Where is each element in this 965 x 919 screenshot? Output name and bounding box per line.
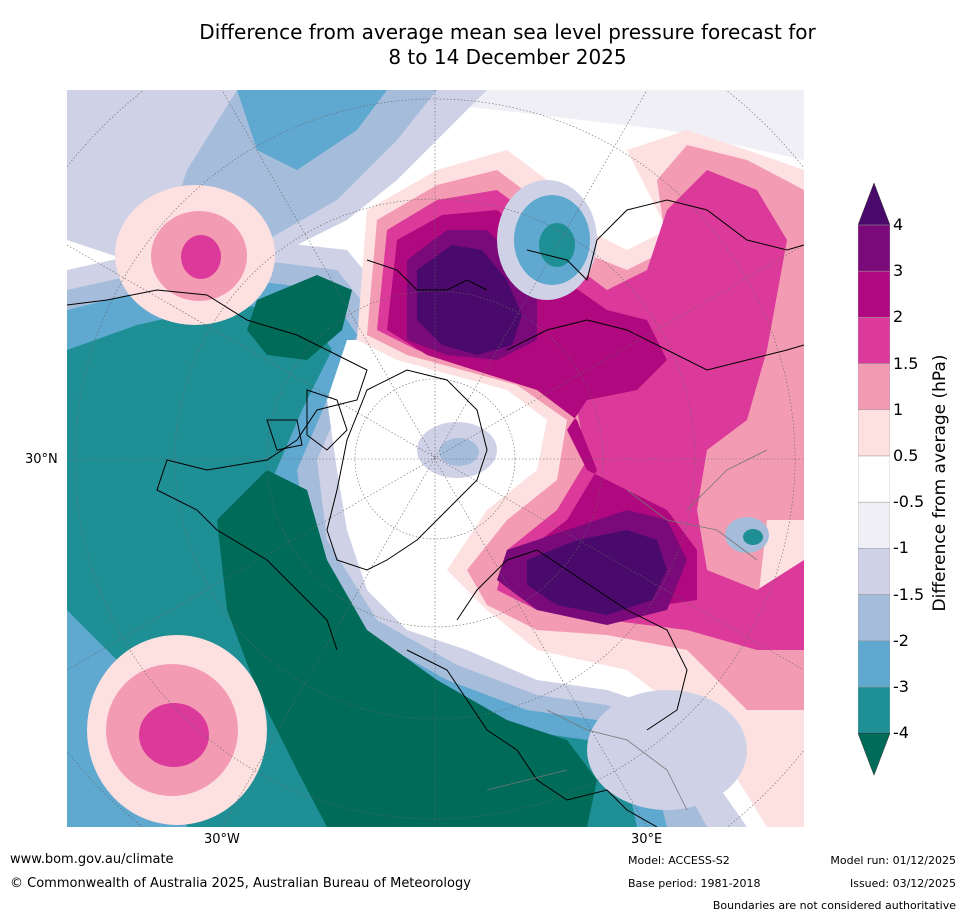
- atlantic-negative-anomaly-strong: [217, 470, 597, 827]
- anomaly-weak-negative-area: [67, 90, 804, 160]
- coastline-europe: [406, 649, 658, 827]
- colorbar-band: [857, 594, 891, 642]
- eurasian-positive-anomaly-strong: [417, 245, 522, 355]
- colorbar-band: [857, 363, 891, 411]
- coastline-greenland: [326, 369, 488, 571]
- colorbar-bands: [857, 182, 891, 776]
- anomaly-negative-area: [237, 90, 387, 170]
- near-zero-band: [327, 340, 537, 660]
- colorbar-svg: [857, 182, 891, 776]
- country-borders: [486, 449, 768, 811]
- map-svg: [67, 90, 804, 827]
- positive-anomaly-blob: [139, 703, 209, 767]
- colorbar-tick-label: 2: [893, 307, 904, 327]
- colorbar-band: [857, 409, 891, 457]
- title-line-2: 8 to 14 December 2025: [388, 45, 627, 69]
- negative-anomaly-blob: [587, 690, 747, 810]
- border-line: [486, 769, 568, 791]
- colorbar-band: [857, 548, 891, 595]
- border-line: [546, 709, 688, 811]
- colorbar-tick-label: -4: [893, 723, 909, 743]
- colorbar-band: [857, 270, 891, 318]
- coastline-siberia: [506, 319, 804, 371]
- footer-copyright: © Commonwealth of Australia 2025, Austra…: [10, 876, 471, 891]
- coastline-alaska: [366, 259, 488, 291]
- colorbar-tick-label: -1.5: [893, 584, 925, 604]
- colorbar-band: [857, 317, 891, 364]
- colorbar: [857, 182, 891, 781]
- coastline-north-america: [67, 289, 368, 651]
- colorbar-tick-label: -2: [893, 630, 909, 650]
- label-lon-30e: 30°E: [631, 832, 663, 847]
- footer-issued: Issued: 03/12/2025: [849, 877, 956, 890]
- pressure-anomaly-map: [67, 90, 804, 827]
- colorbar-label: Difference from average (hPa): [930, 354, 950, 612]
- colorbar-tick-label: 4: [893, 215, 904, 234]
- colorbar-band: [857, 455, 891, 503]
- colorbar-tick-label: 1: [893, 399, 904, 419]
- colorbar-band: [857, 686, 891, 734]
- eurasian-positive-anomaly-strong: [527, 530, 667, 615]
- colorbar-tick-label: 3: [893, 261, 904, 281]
- footer-base-period: Base period: 1981-2018: [628, 877, 761, 890]
- border-line: [626, 489, 758, 561]
- graticule: [67, 90, 804, 827]
- title-line-1: Difference from average mean sea level p…: [199, 20, 816, 44]
- footer-disclaimer: Boundaries are not considered authoritat…: [712, 899, 956, 912]
- colorbar-tick-label: 0.5: [893, 446, 919, 465]
- positive-anomaly-blob: [181, 235, 221, 279]
- coastline-arctic-canada: [266, 389, 348, 451]
- colorbar-tick-label: 1.5: [893, 353, 919, 373]
- negative-anomaly-blob: [439, 438, 479, 466]
- colorbar-band: [857, 640, 891, 688]
- negative-anomaly-blob: [743, 529, 763, 545]
- border-line: [686, 449, 768, 511]
- coastline-asia-north: [526, 199, 804, 281]
- coastlines: [67, 199, 804, 827]
- colorbar-tick-label: -3: [893, 677, 909, 696]
- colorbar-extend-min: [857, 732, 891, 776]
- footer-model-run: Model run: 01/12/2025: [830, 854, 956, 867]
- chart-title: Difference from average mean sea level p…: [0, 20, 965, 70]
- colorbar-band: [857, 224, 891, 272]
- coastline-scandinavia: [456, 549, 688, 731]
- colorbar-tick-label: -0.5: [893, 492, 925, 512]
- colorbar-tick-label: -1: [893, 538, 909, 558]
- footer-url[interactable]: www.bom.gov.au/climate: [10, 852, 174, 867]
- negative-anomaly-blob: [539, 223, 575, 267]
- pacific-negative-anomaly-strong: [247, 275, 352, 360]
- label-lon-30w: 30°W: [204, 832, 240, 847]
- footer-model: Model: ACCESS-S2: [628, 854, 730, 867]
- label-lat-30n: 30°N: [25, 452, 58, 467]
- colorbar-extend-max: [857, 182, 891, 226]
- colorbar-band: [857, 501, 891, 549]
